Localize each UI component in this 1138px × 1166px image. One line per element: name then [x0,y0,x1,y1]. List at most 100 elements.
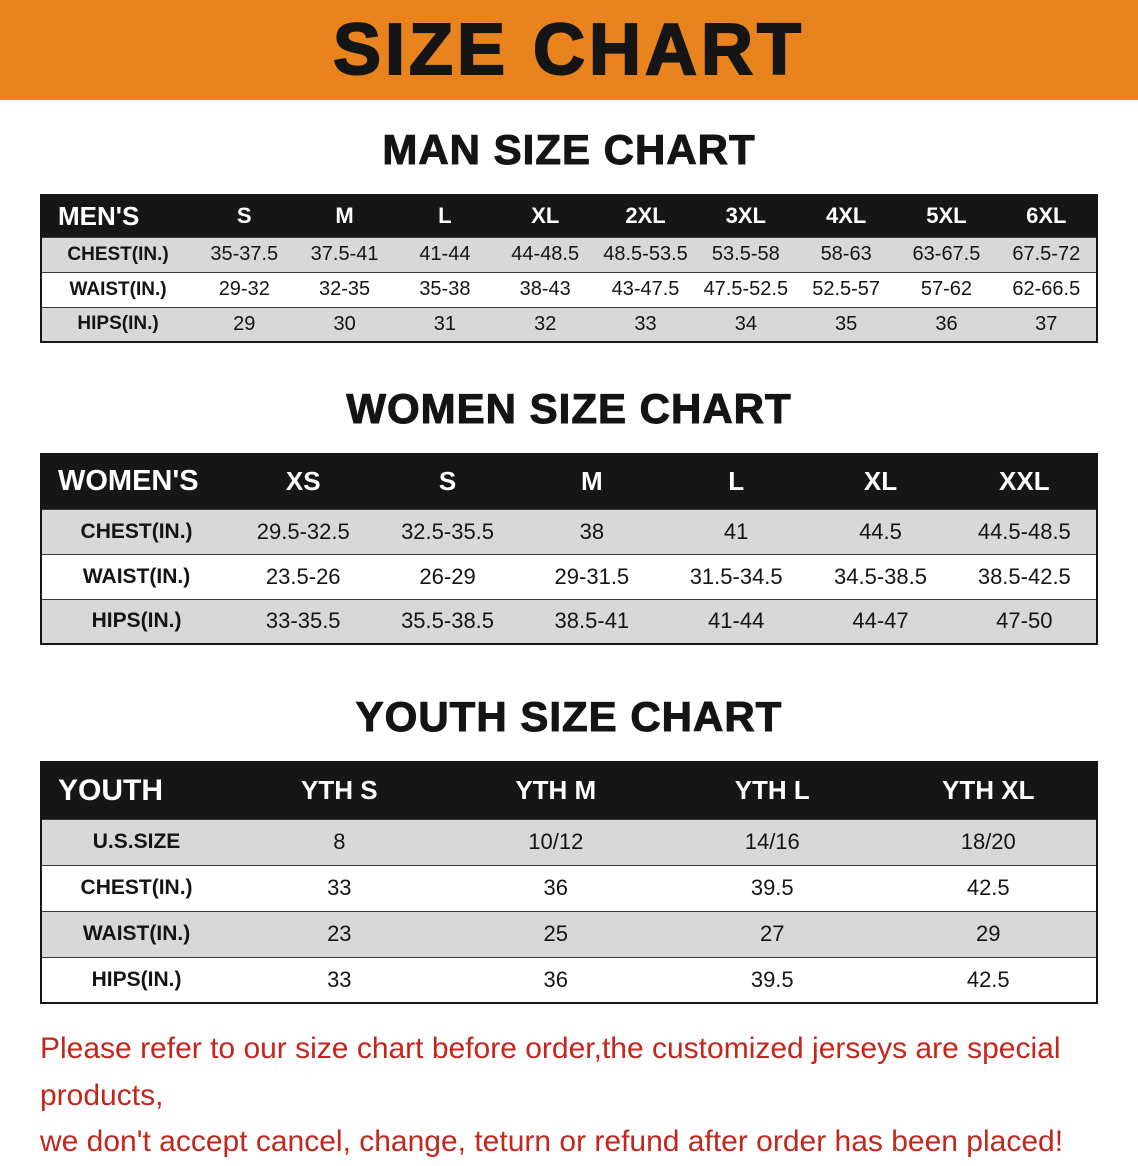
measurement-value: 32 [495,306,596,342]
measurement-row: WAIST(IN.) 29-32 32-35 35-38 38-43 43-47.5 47.… [41,271,1097,307]
size-header-cell: YTH L [664,762,881,819]
measurement-value: 26-29 [375,553,520,599]
measurement-value: 58-63 [795,236,897,272]
measurement-label: WAIST(IN.) [41,271,195,307]
banner: SIZE CHART [0,0,1138,100]
measurement-value: 23.5-26 [231,553,376,599]
measurement-value: 32-35 [294,271,395,307]
measurement-value: 44.5-48.5 [952,508,1097,554]
table-title-cell: MEN'S [41,195,195,237]
measurement-row: HIPS(IN.) 33 36 39.5 42.5 [41,956,1097,1003]
size-table: WOMEN'S XS S M L XL XXL CHEST(IN.) 29.5-32.5 32.5… [40,453,1098,645]
size-header-cell: S [194,195,295,237]
women-size-table: WOMEN'S XS S M L XL XXL CHEST(IN.) 29.5-32.5 32.5… [40,453,1098,645]
measurement-label: WAIST(IN.) [41,553,232,599]
measurement-label: CHEST(IN.) [41,236,195,272]
disclaimer-line-2: we don't accept cancel, change, teturn o… [40,1125,1064,1158]
measurement-value: 35 [795,306,897,342]
measurement-value: 31 [394,306,496,342]
measurement-value: 33 [595,306,696,342]
measurement-value: 38-43 [495,271,596,307]
measurement-row: HIPS(IN.) 29 30 31 32 33 34 35 36 37 [41,306,1097,342]
size-header-cell: XL [808,454,953,509]
measurement-value: 34 [695,306,796,342]
measurement-label: U.S.SIZE [41,818,232,865]
measurement-value: 48.5-53.5 [595,236,696,272]
measurement-value: 29.5-32.5 [231,508,376,554]
table-title-cell: YOUTH [41,762,232,819]
page-title: SIZE CHART [332,9,805,91]
measurement-value: 63-67.5 [896,236,997,272]
measurement-value: 8 [231,818,448,865]
measurement-value: 27 [664,910,881,957]
youth-section: YOUTH SIZE CHART YOUTH YTH S YTH M YTH L YTH… [0,693,1138,1004]
women-section-heading: WOMEN SIZE CHART [346,385,792,433]
measurement-row: U.S.SIZE 8 10/12 14/16 18/20 [41,818,1097,865]
header-row: MEN'S S M L XL 2XL 3XL 4XL 5XL 6XL [41,195,1097,237]
disclaimer-line-1: Please refer to our size chart before or… [40,1032,1061,1112]
size-header-cell: XL [495,195,596,237]
measurement-row: WAIST(IN.) 23 25 27 29 [41,910,1097,957]
measurement-value: 35-37.5 [194,236,295,272]
measurement-value: 29 [880,910,1097,957]
measurement-value: 30 [294,306,395,342]
measurement-value: 62-66.5 [996,271,1097,307]
measurement-value: 47.5-52.5 [695,271,796,307]
size-header-cell: 5XL [896,195,997,237]
measurement-row: WAIST(IN.) 23.5-26 26-29 29-31.5 31.5-34.5 34… [41,553,1097,599]
size-header-cell: M [519,454,665,509]
measurement-value: 29-32 [194,271,295,307]
disclaimer: Please refer to our size chart before or… [40,1026,1098,1166]
measurement-value: 38 [519,508,665,554]
size-header-cell: 2XL [595,195,696,237]
table-title-cell: WOMEN'S [41,454,232,509]
size-table: MEN'S S M L XL 2XL 3XL 4XL 5XL 6XL CHEST(IN.) 35-37… [40,194,1098,343]
men-section-heading: MAN SIZE CHART [382,126,756,174]
measurement-value: 36 [896,306,997,342]
measurement-value: 39.5 [664,864,881,911]
measurement-value: 35.5-38.5 [375,598,520,644]
measurement-value: 53.5-58 [695,236,796,272]
size-header-cell: L [394,195,496,237]
measurement-value: 34.5-38.5 [808,553,953,599]
measurement-value: 41 [664,508,809,554]
size-header-cell: 3XL [695,195,796,237]
measurement-value: 23 [231,910,448,957]
measurement-value: 25 [447,910,665,957]
header-row: WOMEN'S XS S M L XL XXL [41,454,1097,509]
measurement-value: 42.5 [880,956,1097,1003]
women-section: WOMEN SIZE CHART WOMEN'S XS S M L XL XXL CHEST(… [0,385,1138,645]
measurement-value: 33 [231,864,448,911]
size-header-cell: YTH S [231,762,448,819]
measurement-value: 38.5-41 [519,598,665,644]
measurement-label: CHEST(IN.) [41,508,232,554]
measurement-label: HIPS(IN.) [41,306,195,342]
measurement-row: CHEST(IN.) 33 36 39.5 42.5 [41,864,1097,911]
measurement-value: 33-35.5 [231,598,376,644]
size-header-cell: XS [231,454,376,509]
size-header-cell: XXL [952,454,1097,509]
measurement-row: CHEST(IN.) 35-37.5 37.5-41 41-44 44-48.5 48.5… [41,236,1097,272]
measurement-value: 43-47.5 [595,271,696,307]
measurement-value: 42.5 [880,864,1097,911]
measurement-value: 39.5 [664,956,881,1003]
measurement-value: 41-44 [664,598,809,644]
measurement-label: WAIST(IN.) [41,910,232,957]
measurement-value: 18/20 [880,818,1097,865]
size-header-cell: M [294,195,395,237]
measurement-row: HIPS(IN.) 33-35.5 35.5-38.5 38.5-41 41-44 44-… [41,598,1097,644]
size-table: YOUTH YTH S YTH M YTH L YTH XL U.S.SIZE 8 10/12… [40,761,1098,1004]
measurement-value: 33 [231,956,448,1003]
measurement-value: 10/12 [447,818,665,865]
size-header-cell: S [375,454,520,509]
size-header-cell: L [664,454,809,509]
size-header-cell: 4XL [795,195,897,237]
measurement-row: CHEST(IN.) 29.5-32.5 32.5-35.5 38 41 44.5 44.5… [41,508,1097,554]
measurement-value: 37 [996,306,1097,342]
measurement-value: 29 [194,306,295,342]
men-size-table: MEN'S S M L XL 2XL 3XL 4XL 5XL 6XL CHEST(IN.) 35-37… [40,194,1098,343]
measurement-value: 38.5-42.5 [952,553,1097,599]
measurement-value: 36 [447,864,665,911]
measurement-value: 57-62 [896,271,997,307]
